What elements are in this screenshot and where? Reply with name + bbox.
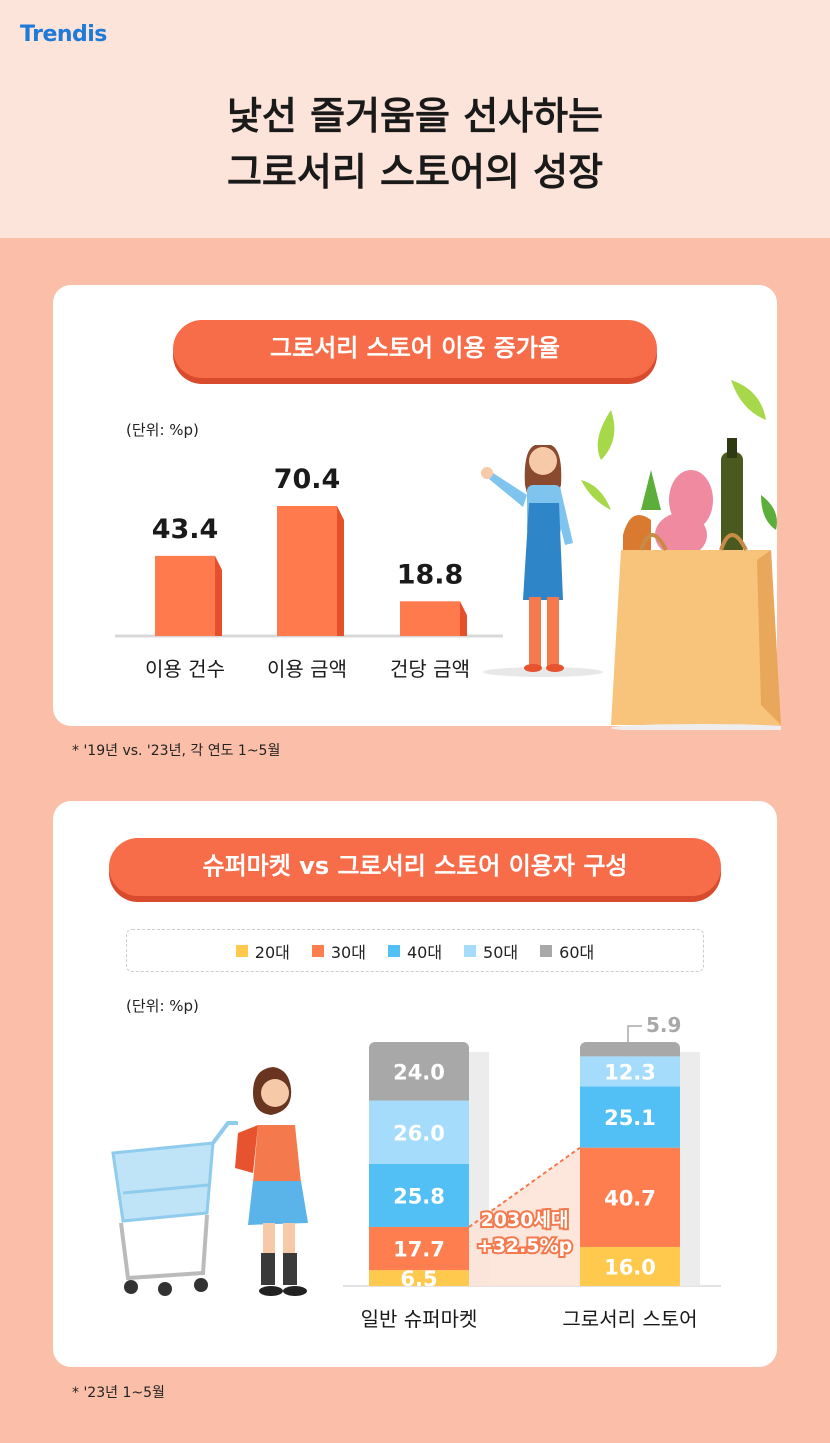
legend: 20대 30대 40대 50대 60대 (126, 929, 704, 972)
legend-item-30s: 30대 (311, 939, 366, 963)
growth-area (469, 1147, 580, 1286)
legend-item-50s: 50대 (464, 939, 518, 963)
segment-value-label: 25.1 (604, 1106, 656, 1130)
growth-heading: 그로서리 스토어 이용 증가율 (173, 320, 657, 378)
growth-footnote: * '19년 vs. '23년, 각 연도 1~5월 (72, 743, 281, 759)
category-label: 건당 금액 (390, 657, 470, 681)
bar-segment (369, 1226, 469, 1271)
composition-card: 슈퍼마켓 vs 그로서리 스토어 이용자 구성 20대 30대 40대 50대 … (53, 801, 777, 1367)
bar-shadow (680, 1052, 700, 1286)
header-band: Trendis 낯선 즐거움을 선사하는 그로서리 스토어의 성장 (0, 0, 830, 238)
legend-swatch (540, 944, 553, 957)
growth-unit: (단위: %p) (126, 421, 199, 439)
category-label: 그로서리 스토어 (562, 1307, 697, 1331)
legend-item-60s: 60대 (540, 939, 594, 963)
bar-side (460, 601, 467, 636)
stacked-bar (369, 1042, 469, 1286)
segment-value-label: 16.0 (604, 1255, 656, 1279)
segment-value-label: 17.7 (393, 1238, 445, 1262)
bar-segment (580, 1246, 680, 1286)
composition-footnote: * '23년 1~5월 (72, 1385, 165, 1401)
legend-swatch (235, 944, 248, 957)
bar-segment (369, 1164, 469, 1227)
title-line-1: 낯선 즐거움을 선사하는 (226, 94, 604, 138)
shopper-illustration (111, 1067, 308, 1296)
bar-value-label: 18.8 (397, 559, 464, 590)
bar-segment (580, 1056, 680, 1087)
growth-bar-chart: 43.4 이용 건수 70.4 이용 금액 18.8 건당 금액 (115, 464, 503, 681)
bar-segment (369, 1042, 469, 1101)
page-title: 낯선 즐거움을 선사하는 그로서리 스토어의 성장 (0, 88, 830, 200)
bar-value-label: 70.4 (274, 464, 341, 495)
legend-item-20s: 20대 (235, 939, 290, 963)
segment-value-label: 40.7 (604, 1186, 656, 1210)
bar (277, 506, 337, 636)
legend-label: 30대 (330, 942, 366, 962)
segment-value-label: 12.3 (604, 1060, 656, 1084)
title-line-2: 그로서리 스토어의 성장 (226, 150, 604, 194)
composition-unit: (단위: %p) (126, 997, 199, 1015)
bar-segment (580, 1147, 680, 1247)
bar-segment (580, 1086, 680, 1148)
growth-card: 그로서리 스토어 이용 증가율 (단위: %p) 43.4 이용 건수 70.4 이용… (53, 285, 781, 730)
grocery-bag-illustration (581, 380, 781, 730)
legend-swatch (311, 944, 324, 957)
growth-annotation-line2: +32.5%p (477, 1235, 572, 1257)
legend-label: 40대 (406, 942, 443, 962)
growth-annotation-line1: 2030세대 (481, 1209, 569, 1231)
segment-value-label: 5.9 (646, 1013, 681, 1037)
clerk-illustration (481, 445, 603, 677)
bar-segment (369, 1270, 469, 1286)
category-label: 일반 슈퍼마켓 (361, 1307, 478, 1331)
stacked-bar (580, 1042, 680, 1286)
segment-value-label: 26.0 (393, 1121, 445, 1145)
legend-item-40s: 40대 (387, 939, 443, 963)
category-label: 이용 금액 (267, 657, 347, 681)
bar-value-label: 43.4 (152, 514, 219, 545)
legend-swatch (387, 944, 400, 957)
segment-value-label: 6.5 (400, 1267, 437, 1291)
legend-label: 60대 (559, 942, 595, 962)
legend-label: 20대 (254, 942, 290, 962)
growth-line (468, 1146, 581, 1228)
bar-side (337, 506, 344, 636)
legend-label: 50대 (483, 942, 519, 962)
composition-heading: 슈퍼마켓 vs 그로서리 스토어 이용자 구성 (109, 838, 721, 896)
bar (155, 555, 215, 636)
segment-value-label: 24.0 (393, 1060, 445, 1084)
category-label: 이용 건수 (145, 657, 225, 681)
legend-swatch (464, 944, 477, 957)
composition-stacked-chart: 6.5 17.7 25.8 26.0 24.0 일반 슈퍼마켓 16.0 40.7 25.1 12… (343, 1013, 721, 1331)
brand-logo: Trendis (20, 22, 107, 47)
bar-side (215, 555, 222, 636)
bar (400, 601, 460, 636)
bar-segment (369, 1100, 469, 1164)
bar-segment (580, 1042, 680, 1057)
leader-line (627, 1025, 642, 1042)
segment-value-label: 25.8 (393, 1184, 445, 1208)
